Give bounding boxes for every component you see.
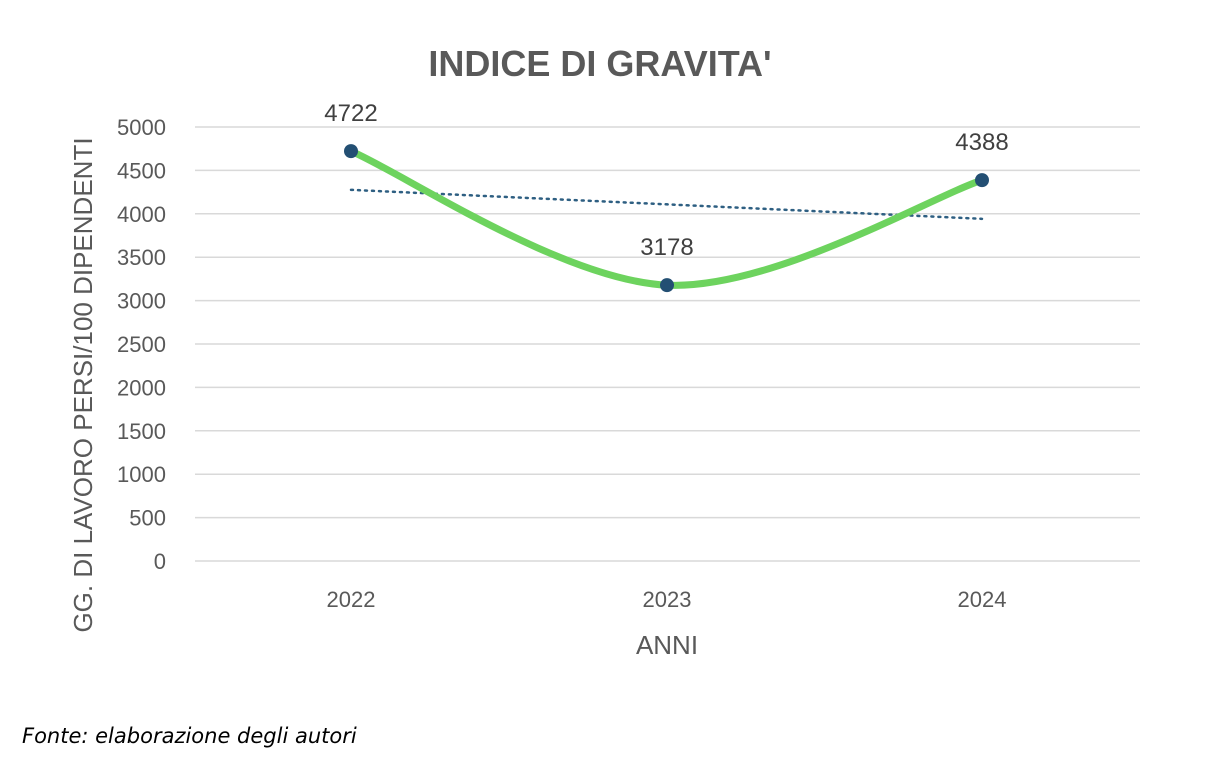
data-labels: 4722 3178 4388 [324, 100, 1008, 261]
y-tick-label: 3500 [117, 245, 166, 270]
source-note: Fonte: elaborazione degli autori [22, 724, 357, 748]
x-axis-title: ANNI [636, 630, 698, 660]
x-tick-labels: 2022 2023 2024 [327, 587, 1007, 612]
y-tick-label: 3000 [117, 289, 166, 314]
y-tick-label: 0 [154, 549, 166, 574]
x-tick-label: 2024 [958, 587, 1007, 612]
chart-title: INDICE DI GRAVITA' [428, 43, 771, 84]
data-label: 3178 [640, 234, 693, 261]
y-tick-label: 1000 [117, 462, 166, 487]
data-point [975, 173, 989, 188]
y-tick-label: 4000 [117, 202, 166, 227]
x-tick-label: 2023 [643, 587, 692, 612]
y-tick-label: 4500 [117, 158, 166, 183]
y-tick-label: 500 [129, 506, 166, 531]
y-axis-title: GG. DI LAVORO PERSI/100 DIPENDENTI [68, 137, 98, 632]
data-markers [344, 144, 989, 293]
data-point [344, 144, 358, 159]
y-tick-label: 5000 [117, 115, 166, 140]
data-label: 4722 [324, 100, 377, 127]
series-line [347, 147, 986, 289]
y-tick-labels: 0 500 1000 1500 2000 2500 3000 3500 4000 4500 5000 [117, 115, 166, 574]
x-tick-label: 2022 [327, 587, 376, 612]
gridlines [195, 126, 1140, 562]
y-tick-label: 2000 [117, 375, 166, 400]
data-point [660, 278, 674, 293]
y-tick-label: 2500 [117, 332, 166, 357]
data-label: 4388 [955, 129, 1008, 156]
y-tick-label: 1500 [117, 419, 166, 444]
trendline [349, 188, 984, 221]
